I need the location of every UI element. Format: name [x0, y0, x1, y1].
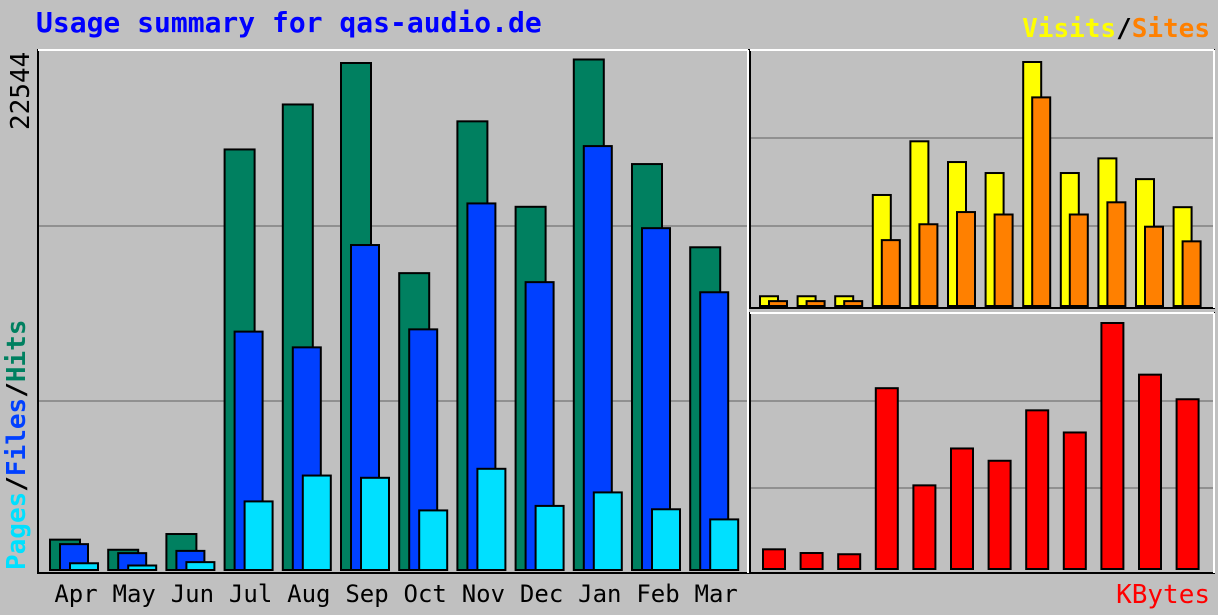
bar-pages — [301, 474, 332, 571]
bar-pages — [476, 467, 507, 572]
bar-kbytes — [1062, 431, 1087, 570]
bar-sites — [1181, 240, 1202, 307]
bar-kbytes — [1100, 322, 1125, 570]
bar-pages — [243, 500, 274, 571]
bar-pages — [709, 518, 740, 571]
x-tick-label: Oct — [403, 580, 447, 608]
x-tick-label: Aug — [287, 580, 331, 608]
bar-kbytes — [1025, 409, 1050, 570]
bar-sites — [768, 300, 788, 307]
bar-sites — [1144, 225, 1164, 307]
x-tick-label: May — [112, 580, 156, 608]
bar-kbytes — [1175, 398, 1200, 571]
bar-sites — [1031, 96, 1052, 307]
x-tick-label: Jul — [228, 580, 273, 608]
bar-pages — [69, 562, 99, 571]
bar-kbytes — [837, 553, 862, 570]
x-tick-label: Apr — [54, 580, 98, 608]
bar-sites — [993, 213, 1014, 307]
legend-sites: Sites — [1131, 14, 1210, 44]
bar-sites — [956, 211, 976, 307]
legend-visits: Visits — [1022, 14, 1117, 44]
bar-sites — [805, 300, 826, 307]
bar-sites — [1106, 201, 1127, 307]
legend-visits-sites: Visits/Sites — [1022, 14, 1210, 44]
bar-pages — [185, 561, 216, 571]
bar-kbytes — [1138, 373, 1162, 570]
bar-pages — [360, 476, 390, 571]
bar-kbytes — [950, 447, 974, 570]
x-tick-label: Mar — [694, 580, 738, 608]
main-plot-area — [38, 50, 748, 573]
x-tick-label: Jun — [170, 580, 215, 608]
x-tick-label: Sep — [345, 580, 389, 608]
bar-pages — [418, 509, 449, 571]
bar-kbytes — [874, 387, 899, 570]
kbytes-plot-area — [750, 313, 1214, 573]
bar-pages — [651, 508, 681, 572]
x-tick-label: Jan — [578, 580, 622, 608]
bar-kbytes — [912, 484, 937, 570]
bar-kbytes — [987, 459, 1012, 571]
bar-pages — [592, 491, 623, 572]
bar-kbytes — [799, 552, 824, 571]
bar-pages — [534, 504, 565, 571]
bar-kbytes — [762, 548, 786, 571]
bar-sites — [880, 239, 901, 307]
bar-pages — [127, 564, 158, 572]
x-tick-label: Nov — [461, 580, 506, 608]
x-tick-label: Feb — [636, 580, 680, 608]
legend-separator: / — [1116, 14, 1132, 44]
bar-sites — [918, 223, 939, 307]
bar-sites — [1068, 213, 1089, 307]
chart-title: Usage summary for qas-audio.de — [36, 6, 542, 39]
x-tick-label: Dec — [519, 580, 564, 608]
kbytes-label: KBytes — [1116, 580, 1210, 610]
bar-sites — [843, 300, 864, 307]
